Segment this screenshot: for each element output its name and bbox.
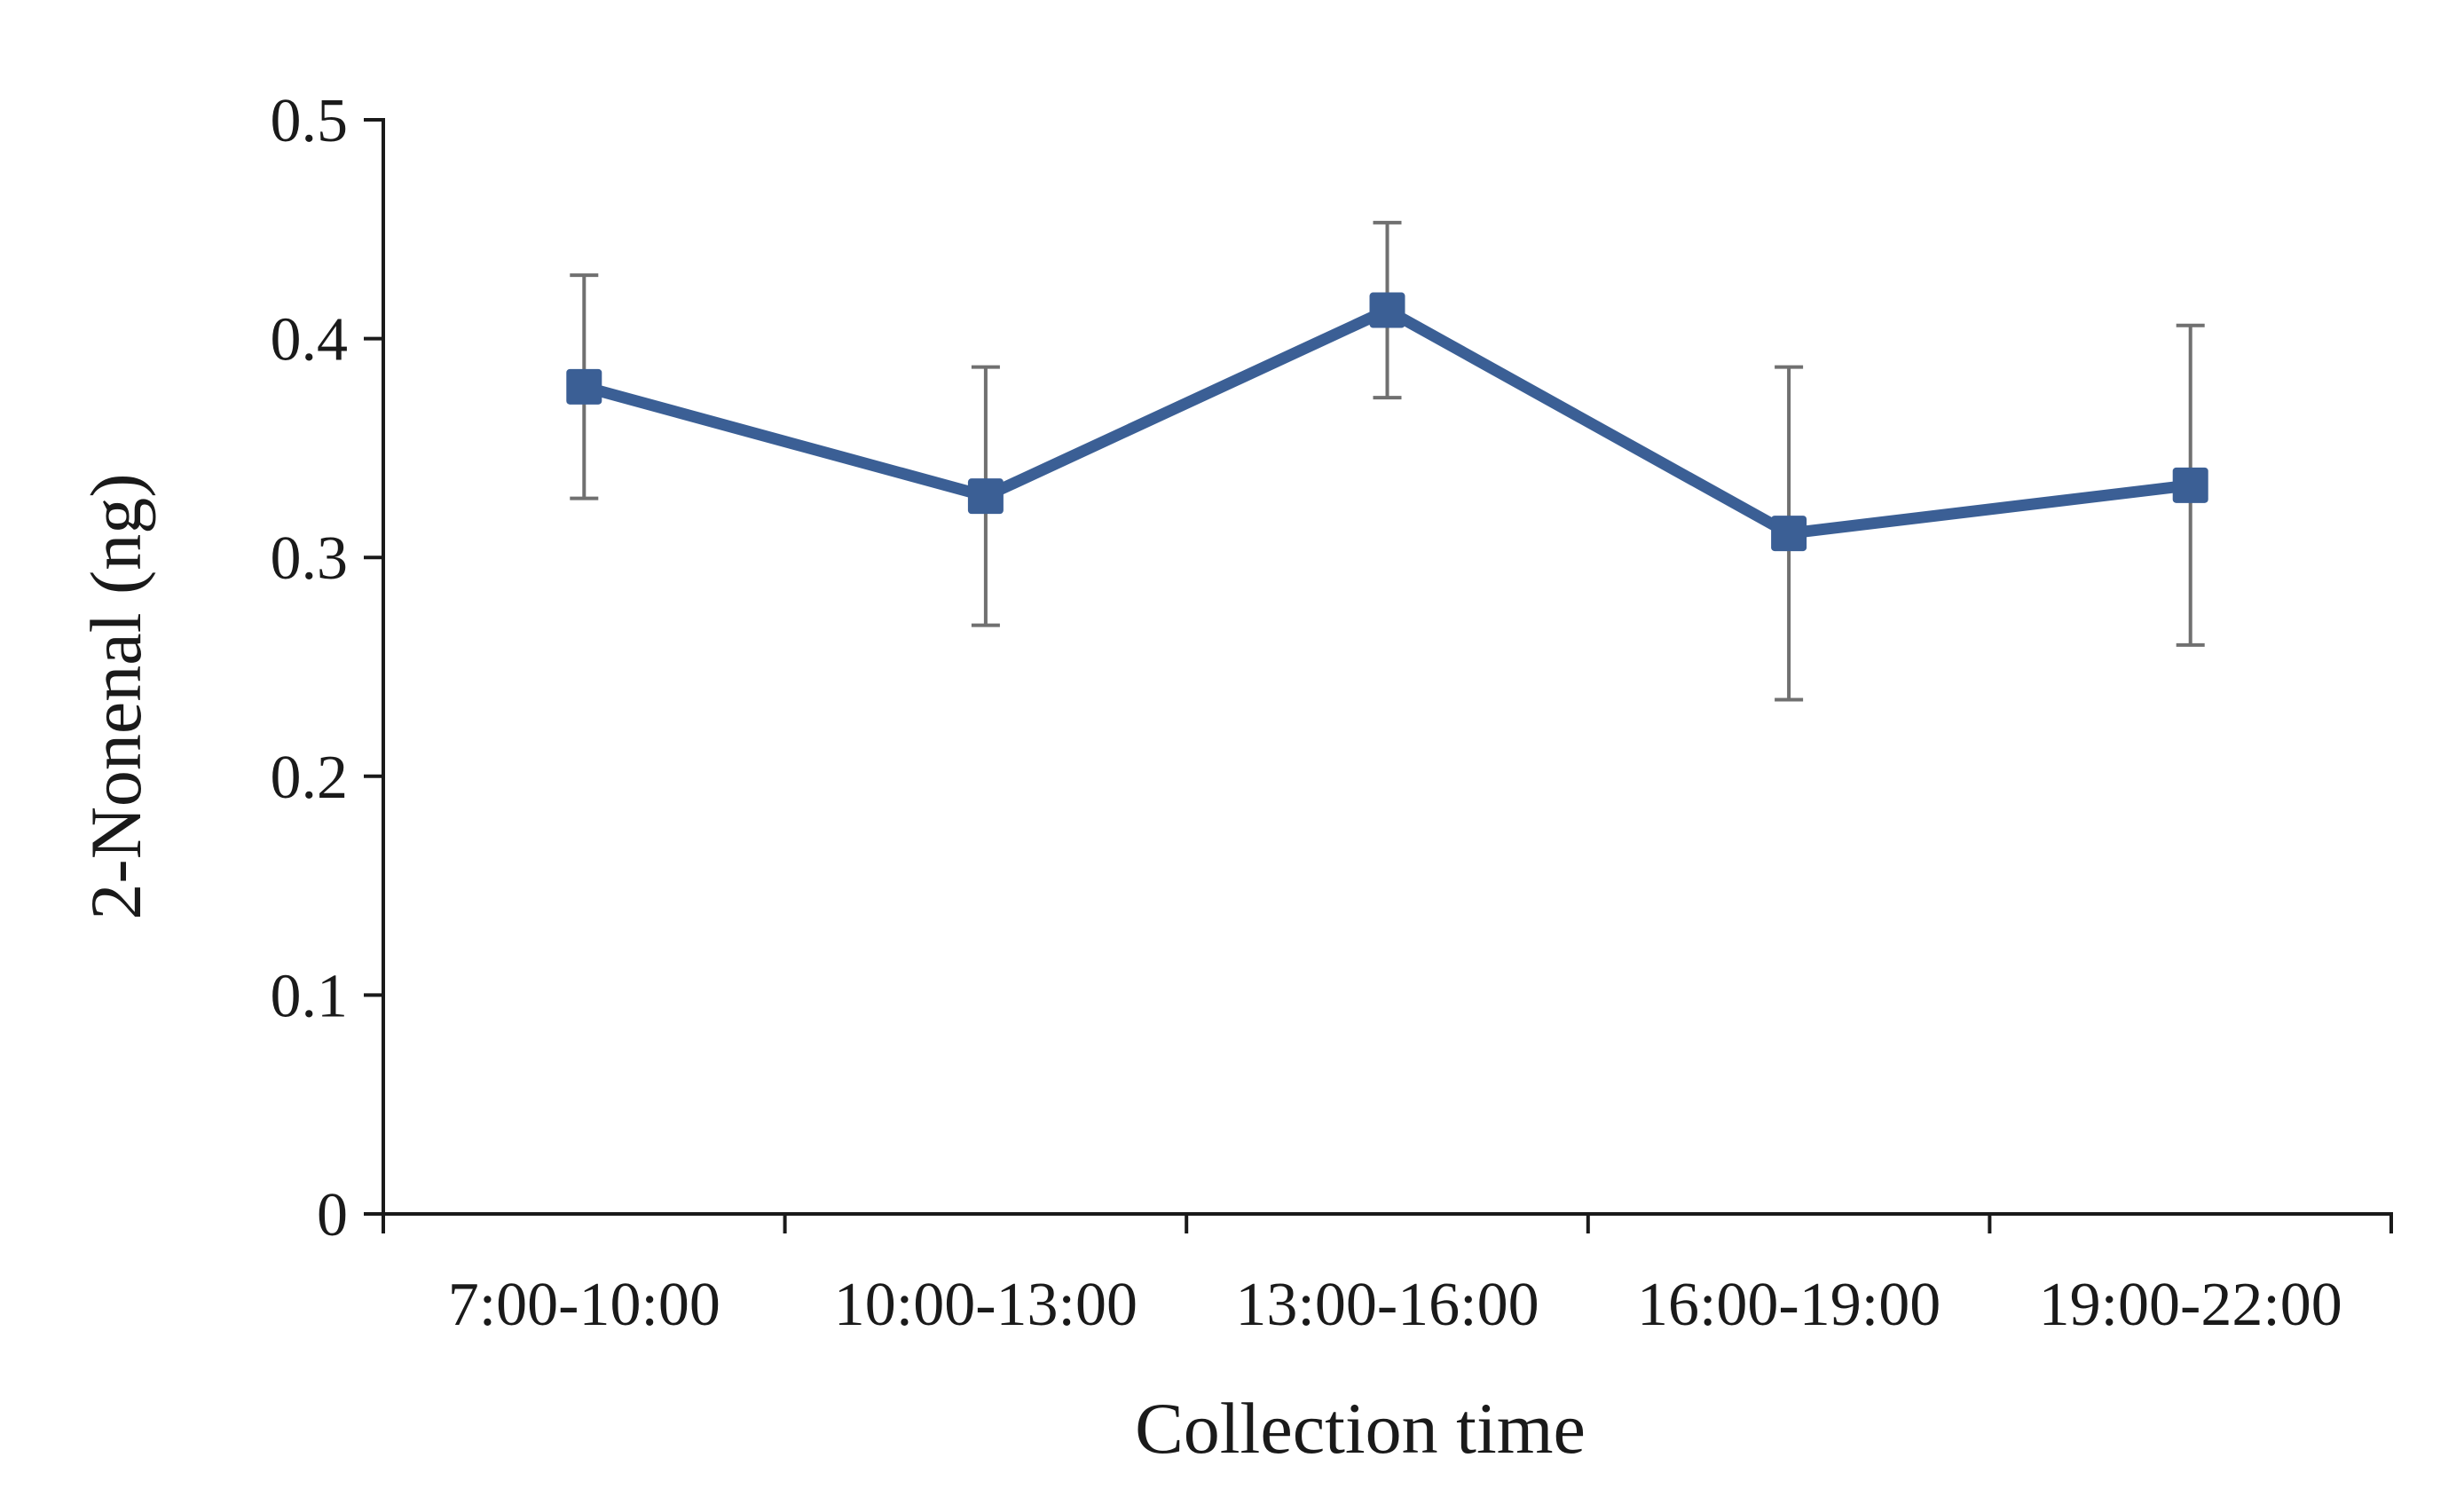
x-tick-label: 10:00-13:00	[834, 1271, 1138, 1339]
data-point-marker	[2172, 467, 2208, 503]
x-tick-label: 13:00-16:00	[1235, 1271, 1539, 1339]
x-tick-label: 7:00-10:00	[448, 1271, 720, 1339]
data-point-marker	[1369, 292, 1405, 328]
data-point-marker	[967, 478, 1004, 515]
x-axis: 7:00-10:00 10:00-13:00 13:00-16:00 16:00-19…	[382, 1212, 2393, 1339]
y-tick-label: 0.2	[271, 744, 349, 812]
y-tick-label: 0	[317, 1181, 348, 1249]
y-tick-label: 0.5	[271, 87, 349, 155]
x-tick-label: 19:00-22:00	[2039, 1271, 2342, 1339]
y-axis-title: 2-Nonenal (ng)	[75, 473, 156, 919]
data-point-marker	[1771, 516, 1807, 552]
y-tick-label: 0.3	[271, 524, 349, 593]
x-tick-label: 16:00-19:00	[1637, 1271, 1940, 1339]
y-tick-label: 0.4	[271, 306, 349, 374]
y-axis: 0 0.1 0.2 0.3 0.4 0.5	[271, 87, 385, 1249]
y-tick-label: 0.1	[271, 962, 349, 1030]
x-axis-title: Collection time	[1135, 1388, 1586, 1469]
series-markers	[566, 292, 2208, 552]
data-point-marker	[566, 368, 602, 405]
